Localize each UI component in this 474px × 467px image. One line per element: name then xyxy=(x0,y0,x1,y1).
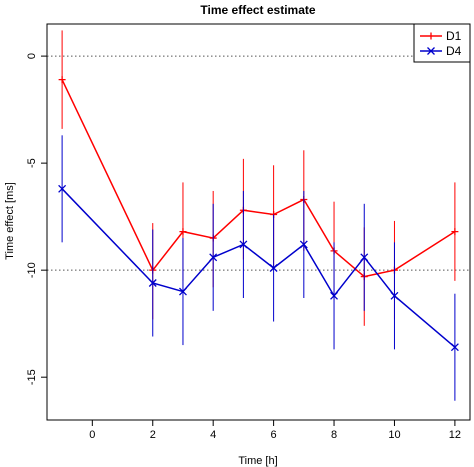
y-tick-label: 0 xyxy=(26,53,38,59)
data-point xyxy=(239,240,248,249)
x-tick-label: 12 xyxy=(449,429,461,441)
x-tick-label: 4 xyxy=(210,429,216,441)
reference-lines xyxy=(47,55,470,271)
y-axis: 0 -5 -10 -15 xyxy=(26,53,48,385)
series-d1 xyxy=(58,30,459,326)
x-axis-label: Time [h] xyxy=(238,455,277,467)
data-point xyxy=(148,279,157,287)
y-axis-label: Time effect [ms] xyxy=(4,182,16,260)
x-tick-label: 10 xyxy=(388,429,400,441)
data-point xyxy=(58,76,66,84)
series-d4 xyxy=(58,135,459,401)
legend-label-d1: D1 xyxy=(446,29,462,43)
legend-label-d4: D4 xyxy=(446,44,462,58)
x-tick-label: 2 xyxy=(150,429,156,441)
chart-title: Time effect estimate xyxy=(200,3,315,17)
data-point xyxy=(390,291,399,300)
data-point xyxy=(330,291,338,300)
y-tick-label: -10 xyxy=(26,262,38,278)
data-point xyxy=(451,228,459,236)
legend-box xyxy=(413,23,471,63)
data-point xyxy=(209,253,218,262)
plot-frame xyxy=(46,23,471,421)
x-tick-label: 0 xyxy=(89,429,95,441)
y-tick-label: -5 xyxy=(26,158,38,168)
data-point xyxy=(179,228,187,236)
series-layer xyxy=(58,30,459,401)
x-tick-label: 8 xyxy=(331,429,337,441)
data-point xyxy=(450,343,459,352)
data-point xyxy=(58,184,67,193)
series-line xyxy=(61,79,456,278)
x-tick-label: 6 xyxy=(271,429,277,441)
y-tick-label: -15 xyxy=(26,369,38,385)
data-point xyxy=(360,253,369,262)
x-axis: 0 2 4 6 8 10 12 xyxy=(89,419,461,441)
data-point xyxy=(269,264,278,272)
data-point xyxy=(299,240,308,249)
legend-marker-d4 xyxy=(427,47,435,55)
data-point xyxy=(179,287,187,296)
